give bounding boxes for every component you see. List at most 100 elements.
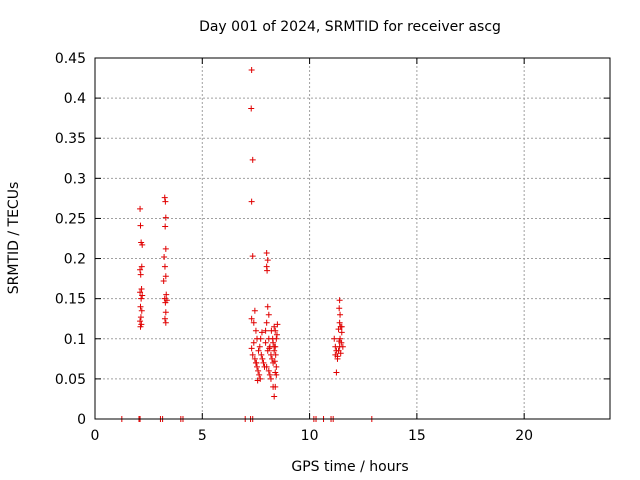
data-point: [138, 286, 145, 293]
data-point: [162, 309, 169, 316]
x-axis-label: GPS time / hours: [291, 459, 408, 475]
y-tick-label: 0.3: [64, 171, 86, 187]
chart-title: Day 001 of 2024, SRMTID for receiver asc…: [199, 19, 501, 35]
data-point: [273, 335, 280, 342]
data-point: [137, 289, 144, 296]
data-point: [139, 292, 146, 299]
x-tick-label: 10: [301, 428, 319, 444]
points-layer: [118, 67, 375, 422]
data-point: [272, 343, 279, 350]
data-point: [161, 263, 168, 270]
data-point: [273, 363, 280, 370]
data-point: [162, 273, 169, 280]
x-tick-label: 5: [198, 428, 207, 444]
data-point: [251, 307, 258, 314]
y-tick-label: 0.15: [55, 292, 86, 308]
data-point: [162, 245, 169, 252]
data-point: [162, 299, 169, 306]
data-point: [162, 198, 169, 205]
data-point: [248, 315, 255, 322]
data-point: [138, 295, 145, 302]
y-tick-label: 0.1: [64, 332, 86, 348]
y-axis-label: SRMTID / TECUs: [6, 182, 22, 295]
data-point: [260, 359, 267, 366]
data-point: [256, 343, 263, 350]
data-point: [139, 241, 146, 248]
data-point: [336, 319, 343, 326]
data-point: [263, 363, 270, 370]
plot-frame: [94, 57, 611, 420]
y-tick-label: 0.2: [64, 252, 86, 268]
data-point: [137, 271, 144, 278]
data-point: [137, 314, 144, 321]
data-point: [251, 355, 258, 362]
data-point: [137, 303, 144, 310]
y-tick-label: 0.05: [55, 372, 86, 388]
data-point: [258, 329, 265, 336]
data-point: [265, 311, 272, 318]
x-tick-label: 0: [91, 428, 100, 444]
y-tick-label: 0: [77, 412, 86, 428]
data-point: [254, 377, 261, 384]
data-point: [248, 345, 255, 352]
data-point: [335, 326, 342, 333]
data-point: [265, 367, 272, 374]
data-point: [161, 194, 168, 201]
data-point: [253, 359, 260, 366]
data-point: [256, 371, 263, 378]
data-point: [339, 343, 346, 350]
data-point: [250, 339, 257, 346]
data-point: [249, 351, 256, 358]
data-point: [255, 347, 262, 354]
data-point: [336, 305, 343, 312]
data-point: [138, 307, 145, 314]
data-point: [334, 353, 341, 360]
data-point: [138, 263, 145, 270]
data-point: [333, 369, 340, 376]
data-point: [266, 371, 273, 378]
data-point: [263, 319, 270, 326]
data-point: [257, 335, 264, 342]
y-tick-label: 0.35: [55, 131, 86, 147]
data-point: [266, 345, 273, 352]
data-point: [161, 315, 168, 322]
data-point: [248, 67, 255, 74]
data-point: [271, 323, 278, 330]
data-point: [162, 319, 169, 326]
data-point: [271, 393, 278, 400]
data-point: [249, 156, 256, 163]
data-point: [254, 363, 261, 370]
tick-labels-layer: 0 5 10 15 20 0 0.05 0.1 0.15 0.2 0.25 0.3 0.35 0.4 0.4…: [55, 51, 533, 444]
data-point: [163, 291, 170, 298]
data-point: [137, 222, 144, 229]
data-point: [274, 321, 281, 328]
y-tick-label: 0.45: [55, 51, 86, 67]
data-point: [258, 351, 265, 358]
data-point: [263, 249, 270, 256]
y-tick-label: 0.25: [55, 211, 86, 227]
data-point: [267, 375, 274, 382]
data-point: [270, 339, 277, 346]
data-point: [264, 303, 271, 310]
data-point: [248, 198, 255, 205]
data-point: [162, 223, 169, 230]
data-point: [273, 331, 280, 338]
data-point: [338, 329, 345, 336]
data-point: [264, 257, 271, 264]
data-point: [137, 323, 144, 330]
data-point: [248, 105, 255, 112]
data-point: [264, 267, 271, 274]
data-point: [262, 327, 269, 334]
data-point: [259, 355, 266, 362]
data-point: [137, 205, 144, 212]
grid-layer: [95, 57, 610, 419]
data-point: [255, 367, 262, 374]
data-point: [137, 266, 144, 273]
data-point: [272, 351, 279, 358]
data-point: [336, 297, 343, 304]
data-point: [331, 335, 338, 342]
data-point: [250, 319, 257, 326]
data-point: [161, 253, 168, 260]
data-point: [336, 338, 343, 345]
